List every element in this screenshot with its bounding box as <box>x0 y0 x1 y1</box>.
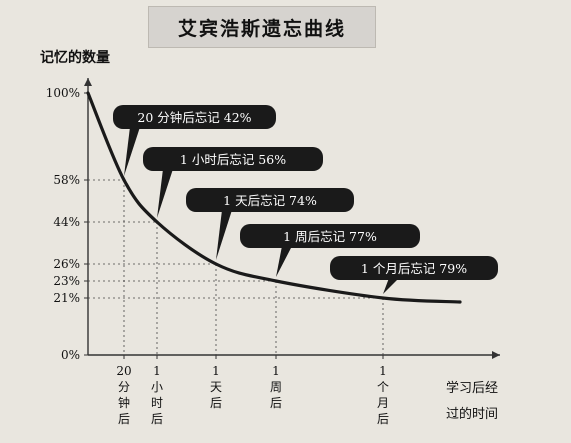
callout-text: 1 周后忘记 77% <box>283 229 377 244</box>
callout-box <box>113 105 276 129</box>
x-axis-label-line-2: 过的时间 <box>446 407 499 422</box>
callout-pointer <box>276 246 292 277</box>
x-tick-label: 1 个月后 <box>377 364 389 426</box>
data-point <box>214 262 218 266</box>
y-tick-label: 0% <box>61 348 80 362</box>
callout-box <box>240 224 420 248</box>
x-tick-label: 1 周后 <box>270 364 282 410</box>
callout-pointer <box>157 169 173 218</box>
y-tick-label: 26% <box>53 257 80 271</box>
callout-pointer <box>124 127 140 176</box>
chart-title-box: 艾宾浩斯遗忘曲线 <box>148 6 376 48</box>
x-tick-label: 20 分钟后 <box>116 364 131 426</box>
y-tick-label: 23% <box>53 274 80 288</box>
callout-text: 1 个月后忘记 79% <box>361 261 467 276</box>
chart-title: 艾宾浩斯遗忘曲线 <box>177 17 346 40</box>
callout-box <box>330 256 498 280</box>
callout-text: 20 分钟后忘记 42% <box>137 110 251 125</box>
y-tick-label: 58% <box>53 173 80 187</box>
y-tick-label: 100% <box>46 86 80 100</box>
x-tick-label: 1 小时后 <box>151 364 163 426</box>
y-tick-label: 21% <box>53 291 80 305</box>
x-tick-label: 1 天后 <box>210 364 222 410</box>
data-point <box>274 279 278 283</box>
y-tick-label: 44% <box>53 215 80 229</box>
data-point <box>122 178 126 182</box>
callout-text: 1 小时后忘记 56% <box>180 152 286 167</box>
data-point <box>155 220 159 224</box>
callout-box <box>143 147 323 171</box>
x-axis-arrow <box>492 351 500 359</box>
data-point <box>381 296 385 300</box>
callout-text: 1 天后忘记 74% <box>223 193 317 208</box>
x-axis-label-line-1: 学习后经 <box>446 381 499 396</box>
y-axis-label: 记忆的数量 <box>40 50 110 66</box>
y-axis-arrow <box>84 78 92 86</box>
callout-pointer <box>216 210 232 260</box>
callout-box <box>186 188 354 212</box>
x-axis-label: 学习后经 过的时间 <box>446 376 498 428</box>
callout-pointer <box>383 278 399 294</box>
